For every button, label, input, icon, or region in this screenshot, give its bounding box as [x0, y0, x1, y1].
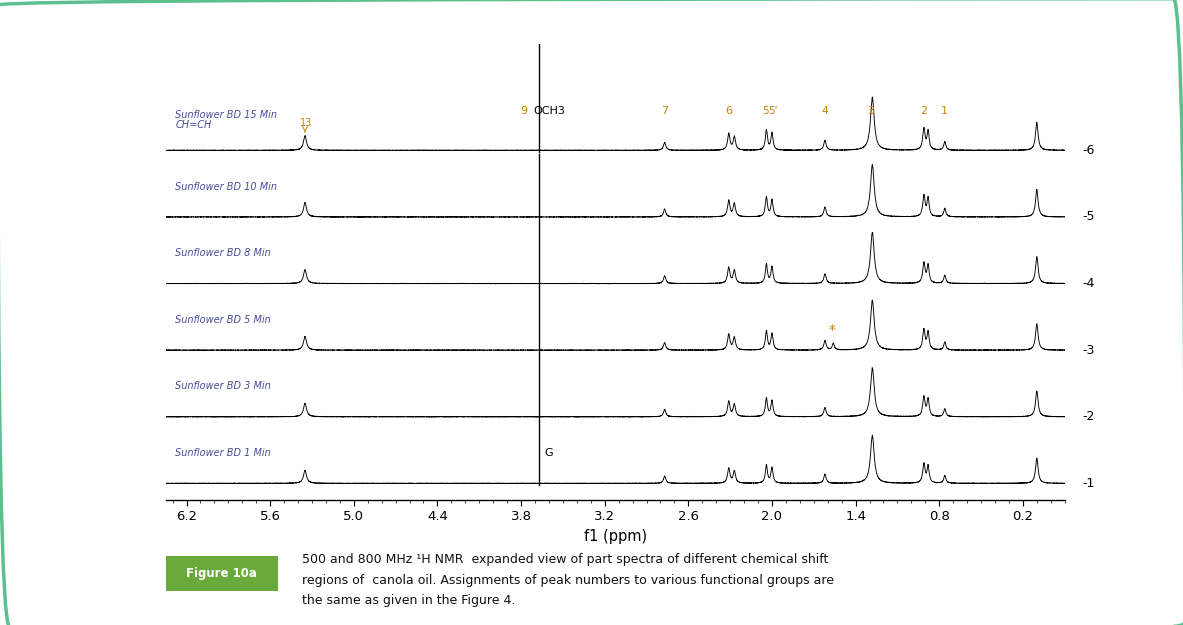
Text: 7: 7 [661, 106, 668, 116]
Text: 9: 9 [521, 106, 528, 116]
Text: Sunflower BD 10 Min: Sunflower BD 10 Min [175, 182, 277, 192]
Text: CH=CH: CH=CH [175, 121, 212, 131]
Text: -5: -5 [1082, 211, 1095, 223]
Text: 500 and 800 MHz ¹H NMR  expanded view of part spectra of different chemical shif: 500 and 800 MHz ¹H NMR expanded view of … [302, 553, 828, 566]
Text: 3: 3 [867, 106, 874, 116]
Text: Sunflower BD 15 Min: Sunflower BD 15 Min [175, 111, 277, 121]
Text: Sunflower BD 8 Min: Sunflower BD 8 Min [175, 248, 271, 258]
Text: Sunflower BD 3 Min: Sunflower BD 3 Min [175, 381, 271, 391]
Text: -4: -4 [1082, 277, 1095, 290]
Text: Sunflower BD 5 Min: Sunflower BD 5 Min [175, 315, 271, 325]
Text: 5': 5' [769, 106, 778, 116]
Text: -3: -3 [1082, 344, 1095, 357]
Text: 1: 1 [942, 106, 949, 116]
Text: Figure 10a: Figure 10a [187, 567, 257, 580]
Text: the same as given in the Figure 4.: the same as given in the Figure 4. [302, 594, 515, 608]
Text: -2: -2 [1082, 410, 1095, 423]
Text: 6: 6 [725, 106, 732, 116]
Text: 13: 13 [300, 118, 312, 127]
Text: *: * [828, 323, 835, 337]
Text: G: G [544, 448, 554, 458]
Text: 5: 5 [762, 106, 768, 116]
Text: -6: -6 [1082, 144, 1095, 157]
Text: 2: 2 [920, 106, 927, 116]
Text: OCH3: OCH3 [534, 106, 565, 116]
Text: Sunflower BD 1 Min: Sunflower BD 1 Min [175, 448, 271, 458]
Text: -1: -1 [1082, 477, 1095, 490]
X-axis label: f1 (ppm): f1 (ppm) [583, 529, 647, 544]
Text: 4: 4 [822, 106, 828, 116]
Text: regions of  canola oil. Assignments of peak numbers to various functional groups: regions of canola oil. Assignments of pe… [302, 574, 834, 587]
